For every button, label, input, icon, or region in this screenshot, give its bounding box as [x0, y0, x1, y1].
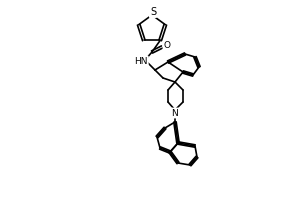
Text: N: N — [172, 108, 178, 117]
Text: S: S — [150, 7, 156, 17]
Text: O: O — [164, 42, 170, 50]
Text: HN: HN — [134, 56, 148, 66]
